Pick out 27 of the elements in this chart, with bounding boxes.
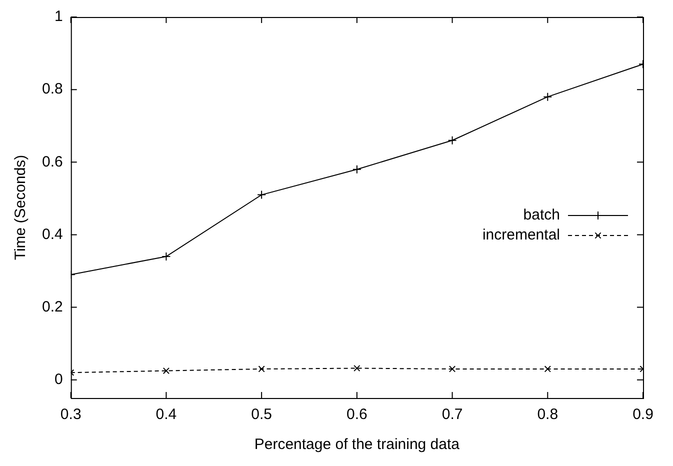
y-tick-label: 0.4	[42, 226, 63, 243]
point	[162, 252, 171, 261]
y-axis-title: Time (Seconds)	[12, 154, 30, 260]
y-tick-label: 1	[54, 8, 63, 26]
point	[544, 366, 551, 372]
y-tick-label: 0.6	[42, 153, 63, 170]
y-tick-label: 0.8	[42, 80, 63, 98]
x-tick-label: 0.3	[60, 406, 82, 424]
point	[543, 92, 552, 102]
point	[448, 136, 457, 145]
y-tick-label: 0.2	[42, 298, 63, 316]
x-tick-label: 0.5	[251, 406, 272, 424]
x-tick-label: 0.4	[156, 406, 177, 424]
x-tick-label: 0.7	[442, 406, 463, 424]
point	[258, 366, 265, 372]
x-tick-label: 0.9	[632, 406, 654, 424]
x-tick-label: 0.8	[537, 406, 558, 424]
legend-label: incremental	[482, 226, 560, 244]
y-tick-label: 0	[54, 371, 63, 388]
point	[354, 364, 360, 372]
x-tick-label: 0.6	[346, 406, 368, 424]
point	[448, 366, 456, 372]
legend-label: batch	[523, 206, 560, 224]
point	[352, 164, 362, 174]
point	[162, 367, 170, 374]
point	[257, 190, 266, 200]
x-axis-title: Percentage of the training data	[254, 436, 460, 454]
